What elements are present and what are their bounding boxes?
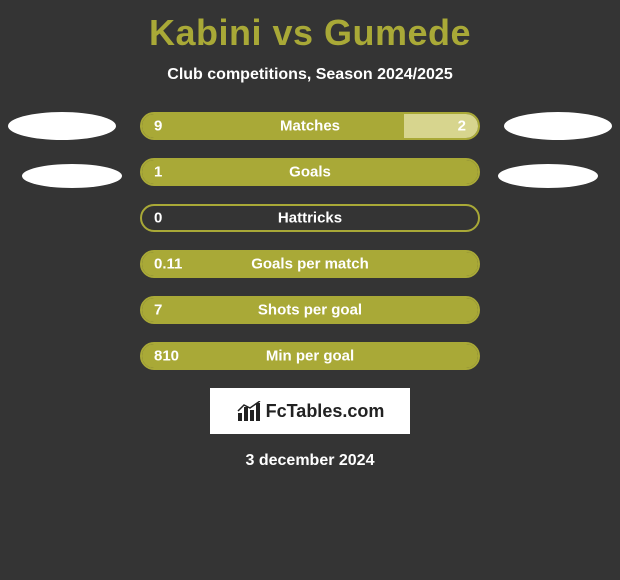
- stat-label: Goals: [289, 164, 331, 181]
- stat-fill-left: [142, 114, 404, 138]
- decorative-ellipse: [22, 164, 122, 188]
- stat-label: Min per goal: [266, 348, 354, 365]
- stat-fill-right: [404, 114, 478, 138]
- stat-label: Goals per match: [251, 256, 369, 273]
- stat-rows: 9 2 Matches 1 Goals 0 Hattricks 0.11 Goals per m…: [140, 112, 480, 370]
- stat-label: Hattricks: [278, 210, 342, 227]
- brand-text: FcTables.com: [266, 401, 385, 422]
- stat-row: 7 Shots per goal: [140, 296, 480, 324]
- date-text: 3 december 2024: [0, 452, 620, 470]
- stat-row: 1 Goals: [140, 158, 480, 186]
- stat-value-right: 2: [458, 118, 466, 135]
- brand-box: FcTables.com: [210, 388, 410, 434]
- stat-value-left: 9: [154, 118, 162, 135]
- bar-chart-icon: [236, 401, 262, 421]
- page-title: Kabini vs Gumede: [0, 0, 620, 54]
- stat-row: 810 Min per goal: [140, 342, 480, 370]
- stat-value-left: 0: [154, 210, 162, 227]
- stat-row: 0.11 Goals per match: [140, 250, 480, 278]
- stats-content: 9 2 Matches 1 Goals 0 Hattricks 0.11 Goals per m…: [0, 112, 620, 470]
- decorative-ellipse: [498, 164, 598, 188]
- stat-row: 9 2 Matches: [140, 112, 480, 140]
- stat-label: Shots per goal: [258, 302, 362, 319]
- stat-value-left: 1: [154, 164, 162, 181]
- stat-row: 0 Hattricks: [140, 204, 480, 232]
- stat-label: Matches: [280, 118, 340, 135]
- decorative-ellipse: [8, 112, 116, 140]
- stat-value-left: 0.11: [154, 256, 182, 273]
- stat-value-left: 810: [154, 348, 179, 365]
- decorative-ellipse: [504, 112, 612, 140]
- stat-value-left: 7: [154, 302, 162, 319]
- page-subtitle: Club competitions, Season 2024/2025: [0, 66, 620, 84]
